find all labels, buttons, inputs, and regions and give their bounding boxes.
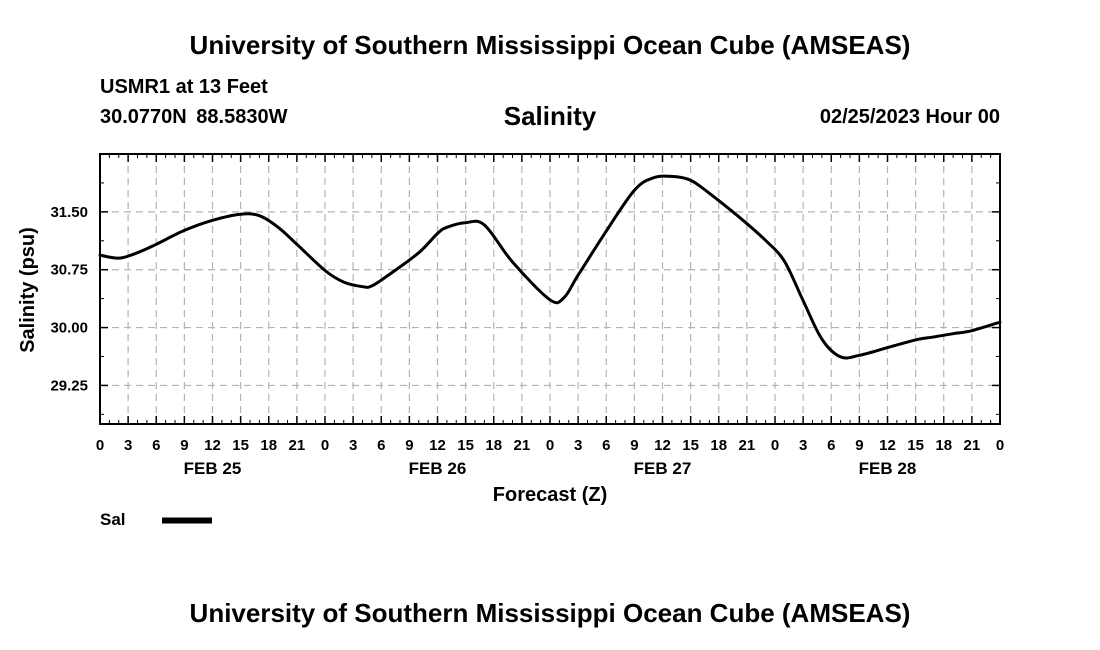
day-label: FEB 26 [409, 459, 467, 478]
x-tick-label: 6 [827, 437, 835, 454]
x-tick-label: 9 [630, 437, 638, 454]
x-axis-title: Forecast (Z) [493, 484, 607, 506]
x-tick-label: 15 [232, 437, 249, 454]
x-tick-label: 21 [289, 437, 306, 454]
x-tick-label: 6 [152, 437, 160, 454]
x-tick-label: 3 [574, 437, 582, 454]
x-tick-label: 9 [180, 437, 188, 454]
x-tick-label: 15 [682, 437, 699, 454]
x-tick-label: 12 [654, 437, 671, 454]
y-tick-label: 30.00 [50, 320, 88, 337]
x-tick-label: 12 [879, 437, 896, 454]
grid-lines [100, 154, 1000, 424]
series-line-salinity [98, 174, 1002, 360]
x-tick-label: 3 [799, 437, 807, 454]
axis-ticks [99, 153, 1001, 424]
x-tick-label: 15 [907, 437, 924, 454]
x-tick-label: 12 [204, 437, 221, 454]
x-tick-label: 21 [964, 437, 981, 454]
x-tick-label: 9 [855, 437, 863, 454]
x-tick-label: 0 [96, 437, 104, 454]
x-tick-label: 21 [514, 437, 531, 454]
x-tick-label: 18 [935, 437, 952, 454]
coordinates-label: 30.0770N 88.5830W [100, 106, 288, 128]
y-tick-label: 31.50 [50, 204, 88, 221]
x-tick-label: 0 [321, 437, 329, 454]
legend-label: Sal [100, 510, 126, 529]
legend: Sal [100, 510, 212, 529]
footer-title: University of Southern Mississippi Ocean… [189, 598, 911, 628]
y-tick-label: 30.75 [50, 262, 88, 279]
series-group [98, 174, 1002, 360]
x-tick-label: 15 [457, 437, 474, 454]
x-tick-label: 12 [429, 437, 446, 454]
x-tick-label: 6 [602, 437, 610, 454]
x-tick-label: 3 [124, 437, 132, 454]
page-title: University of Southern Mississippi Ocean… [189, 30, 911, 60]
x-tick-label: 18 [260, 437, 277, 454]
forecast-datetime: 02/25/2023 Hour 00 [819, 106, 1000, 128]
axis-labels: 0 3 6 9 12 15 18 21 0 3 6 9 12 15 18 21 0 3 6 9 12 15 18 21 0 3 6 9… [50, 204, 1004, 478]
y-tick-label: 29.25 [50, 377, 88, 394]
chart-title: Salinity [503, 101, 597, 131]
y-axis-title: Salinity (psu) [17, 227, 39, 353]
day-label: FEB 25 [184, 459, 242, 478]
day-label: FEB 28 [859, 459, 917, 478]
x-tick-label: 21 [739, 437, 756, 454]
x-tick-label: 3 [349, 437, 357, 454]
x-tick-label: 0 [546, 437, 554, 454]
x-tick-label: 9 [405, 437, 413, 454]
x-tick-label: 0 [771, 437, 779, 454]
x-tick-label: 18 [710, 437, 727, 454]
x-tick-label: 6 [377, 437, 385, 454]
x-tick-label: 18 [485, 437, 502, 454]
x-tick-label: 0 [996, 437, 1004, 454]
station-label: USMR1 at 13 Feet [100, 76, 268, 98]
day-label: FEB 27 [634, 459, 692, 478]
